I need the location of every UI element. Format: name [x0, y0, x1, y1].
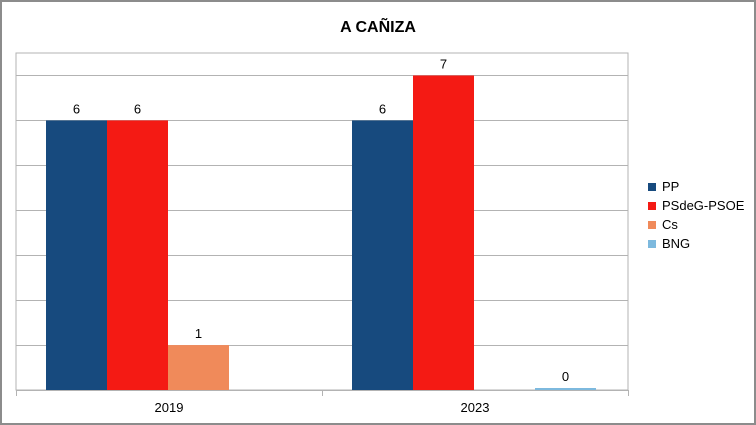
legend-label: PP: [662, 179, 680, 194]
legend: PP PSdeG-PSOE Cs BNG: [648, 177, 744, 253]
legend-label: BNG: [662, 236, 691, 251]
legend-item: BNG: [648, 234, 744, 253]
data-label: 6: [134, 101, 141, 116]
bar-bng-2023: [535, 388, 596, 390]
x-tick-label: 2019: [155, 400, 184, 415]
chart-title: A CAÑIZA: [340, 19, 416, 36]
legend-swatch: [648, 239, 656, 248]
legend-swatch: [648, 201, 656, 210]
bar-pp-2023: [352, 120, 413, 391]
bar-psdeg-psoe-2019: [107, 120, 168, 391]
bar-cs-2019: [168, 345, 229, 390]
legend-swatch: [648, 220, 656, 229]
legend-item: Cs: [648, 215, 744, 234]
data-label: 7: [440, 56, 447, 71]
x-tick-label: 2023: [461, 400, 490, 415]
legend-label: PSdeG-PSOE: [662, 198, 745, 213]
data-label: 6: [73, 101, 80, 116]
legend-label: Cs: [662, 217, 678, 232]
bar-psdeg-psoe-2023: [413, 75, 474, 390]
bar-pp-2019: [46, 120, 107, 391]
legend-swatch: [648, 182, 656, 191]
data-label: 6: [379, 101, 386, 116]
data-label: 0: [562, 369, 569, 384]
legend-item: PSdeG-PSOE: [648, 196, 744, 215]
legend-item: PP: [648, 177, 744, 196]
data-label: 1: [195, 326, 202, 341]
